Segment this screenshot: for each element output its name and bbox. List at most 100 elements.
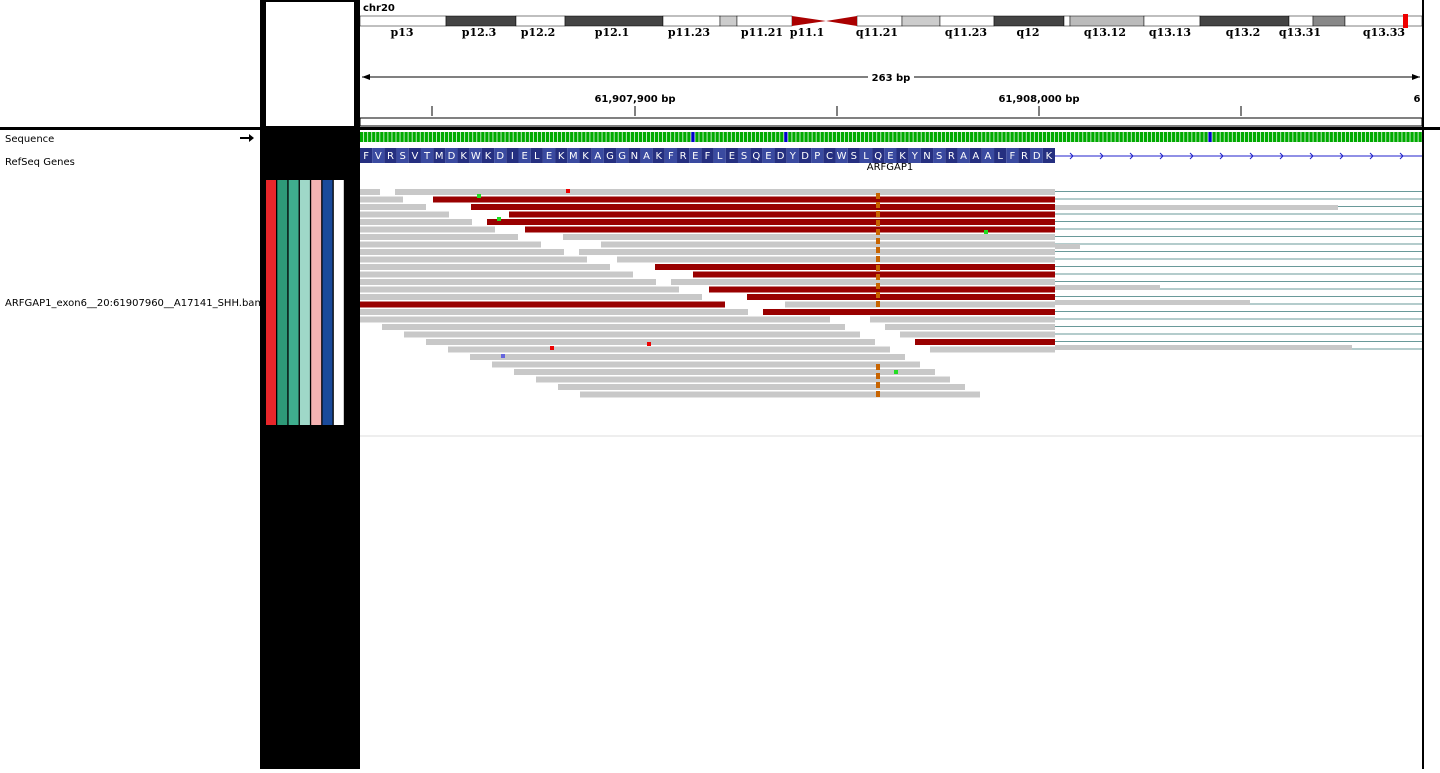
base: [529, 132, 533, 142]
base: [658, 132, 663, 142]
base: [812, 132, 816, 142]
amino-acid: G: [618, 151, 626, 162]
amino-acid: E: [546, 151, 552, 162]
mate-link: [1055, 341, 1422, 342]
read: [471, 204, 1055, 210]
insertion-column: [876, 247, 880, 253]
base: [1329, 132, 1333, 142]
band: [1288, 15, 1314, 27]
insertion-column: [876, 229, 880, 235]
amino-acid-box: [1006, 148, 1019, 163]
base: [1402, 132, 1406, 142]
base: [521, 132, 525, 142]
base: [654, 132, 659, 142]
base: [497, 132, 501, 142]
read: [1055, 205, 1338, 210]
band: [564, 15, 664, 27]
mate-link: [1055, 251, 1422, 252]
amino-acid-box: [677, 148, 690, 163]
band-label: q12: [1017, 26, 1040, 39]
base: [380, 132, 384, 142]
base: [1220, 132, 1224, 142]
amino-acid-box: [360, 148, 373, 163]
base: [824, 132, 828, 142]
base: [840, 132, 845, 142]
read: [1055, 244, 1080, 249]
base: [1337, 132, 1341, 142]
base: [1313, 132, 1317, 142]
base: [1159, 132, 1164, 142]
base: [731, 132, 735, 142]
base: [517, 132, 521, 142]
base: [739, 132, 744, 142]
base: [1127, 132, 1131, 142]
read: [360, 279, 656, 285]
base: [1378, 132, 1382, 142]
mismatch: [984, 230, 988, 234]
read: [360, 211, 449, 218]
base: [1002, 132, 1006, 142]
base: [679, 132, 683, 142]
base: [970, 132, 974, 142]
base: [990, 132, 994, 142]
base: [1135, 132, 1139, 142]
amino-acid-box: [433, 148, 446, 163]
amino-acid: E: [729, 151, 735, 162]
amino-acid: L: [863, 151, 869, 162]
amino-acid-box: [408, 148, 421, 163]
base: [755, 132, 760, 142]
base: [1208, 132, 1212, 142]
band-label: p11.1: [790, 26, 824, 39]
base: [1014, 132, 1018, 142]
base: [1010, 132, 1014, 142]
base: [1289, 132, 1293, 142]
base: [360, 132, 364, 142]
band: [1069, 15, 1145, 27]
base: [582, 132, 586, 142]
base: [772, 132, 776, 142]
base: [743, 132, 748, 142]
amino-acid-box: [823, 148, 836, 163]
base: [1317, 132, 1321, 142]
amino-acid: M: [435, 151, 444, 162]
base: [1058, 132, 1063, 142]
amino-acid: R: [387, 151, 394, 162]
base: [646, 132, 651, 142]
band: [359, 15, 447, 27]
amino-acid-box: [981, 148, 995, 163]
read: [785, 301, 1055, 308]
amino-acid-box: [945, 148, 958, 163]
base: [448, 132, 453, 142]
amino-acid: L: [717, 151, 723, 162]
band-label: p12.1: [595, 26, 629, 39]
read: [487, 219, 1055, 225]
strand-chevron: [1399, 152, 1404, 160]
amino-acid: D: [1033, 151, 1041, 162]
base: [1103, 132, 1107, 142]
base: [820, 132, 824, 142]
read: [492, 361, 920, 368]
mismatch: [894, 370, 898, 374]
amino-acid-box: [701, 148, 714, 163]
base: [1361, 132, 1366, 142]
strand-arrow[interactable]: [240, 134, 254, 142]
base: [1163, 132, 1168, 142]
base: [1030, 132, 1034, 142]
base: [634, 132, 639, 142]
base: [525, 132, 529, 142]
base: [602, 132, 606, 142]
attribute-cell: [322, 180, 333, 425]
base: [1248, 132, 1253, 142]
base: [610, 132, 614, 142]
base: [675, 132, 679, 142]
base: [780, 132, 784, 142]
base: [1365, 132, 1370, 142]
base: [533, 132, 538, 142]
read: [536, 376, 950, 383]
ruler-bar: [359, 117, 1423, 127]
read: [580, 391, 980, 398]
base: [865, 132, 869, 142]
base: [545, 132, 550, 142]
amino-acid-box: [969, 148, 982, 163]
base: [966, 132, 970, 142]
